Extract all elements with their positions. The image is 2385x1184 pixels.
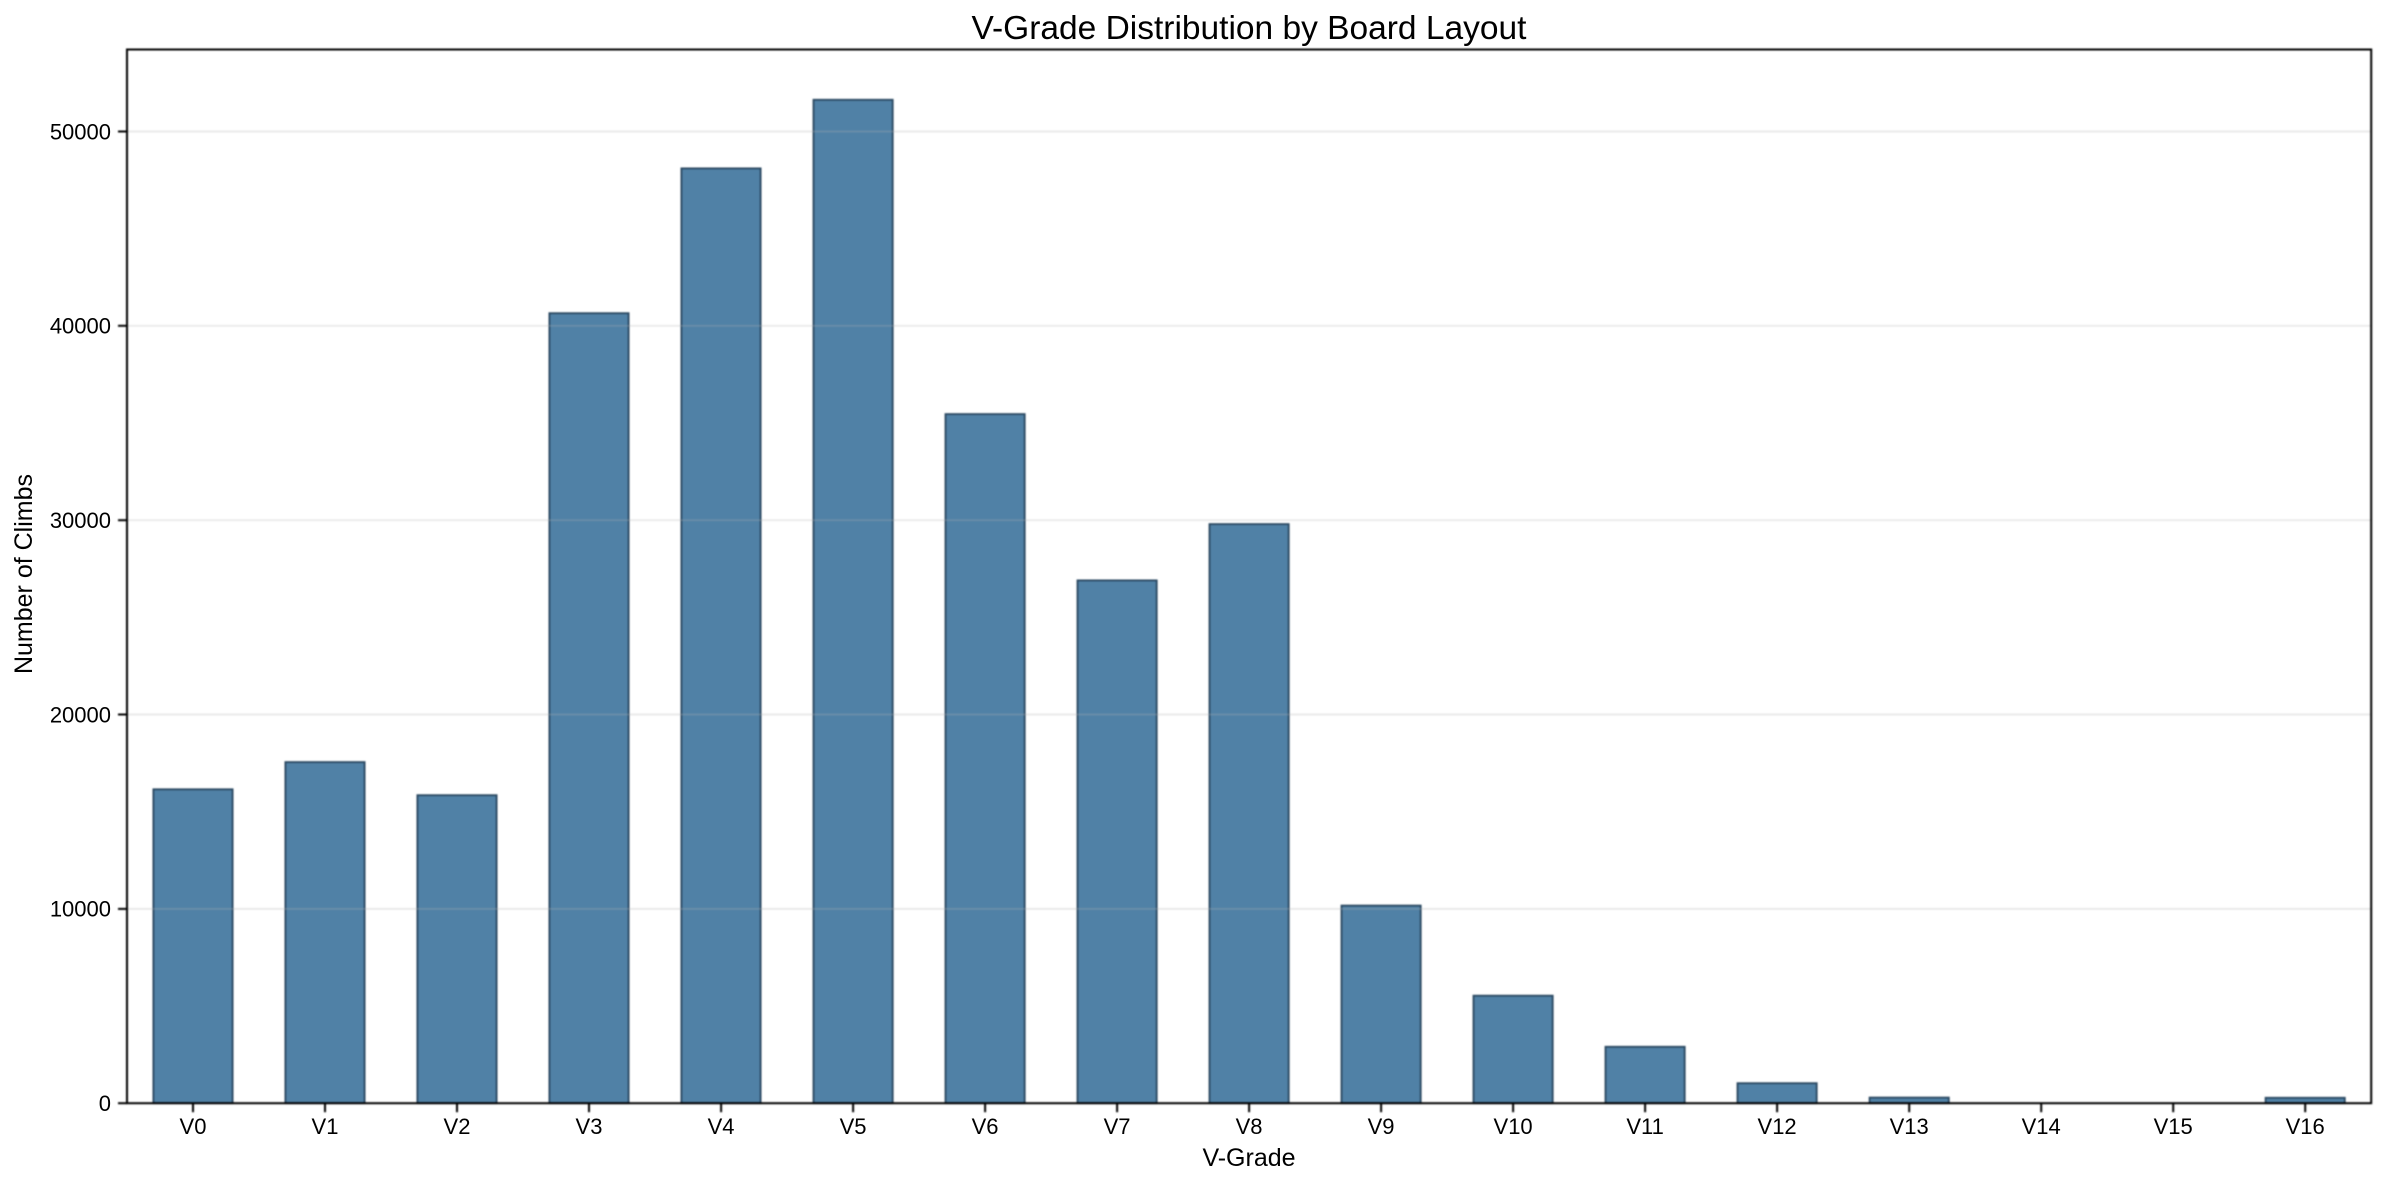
svg-text:V10: V10 bbox=[1494, 1114, 1533, 1139]
svg-text:50000: 50000 bbox=[50, 119, 111, 144]
svg-text:V15: V15 bbox=[2154, 1114, 2193, 1139]
svg-text:V8: V8 bbox=[1236, 1114, 1263, 1139]
svg-text:V6: V6 bbox=[972, 1114, 999, 1139]
svg-text:V16: V16 bbox=[2286, 1114, 2325, 1139]
svg-text:V-Grade Distribution by Board: V-Grade Distribution by Board Layout bbox=[972, 10, 1528, 47]
svg-text:V13: V13 bbox=[1890, 1114, 1929, 1139]
svg-text:Number of Climbs: Number of Climbs bbox=[10, 474, 38, 674]
svg-text:20000: 20000 bbox=[50, 702, 111, 727]
svg-text:40000: 40000 bbox=[50, 314, 111, 339]
svg-text:V4: V4 bbox=[708, 1114, 735, 1139]
svg-text:V3: V3 bbox=[576, 1114, 603, 1139]
svg-text:V1: V1 bbox=[312, 1114, 339, 1139]
svg-text:10000: 10000 bbox=[50, 897, 111, 922]
svg-text:V7: V7 bbox=[1104, 1114, 1131, 1139]
svg-text:30000: 30000 bbox=[50, 508, 111, 533]
svg-text:0: 0 bbox=[99, 1091, 111, 1116]
svg-text:V12: V12 bbox=[1758, 1114, 1797, 1139]
svg-text:V5: V5 bbox=[840, 1114, 867, 1139]
svg-text:V11: V11 bbox=[1626, 1114, 1664, 1139]
svg-text:V9: V9 bbox=[1368, 1114, 1395, 1139]
svg-text:V2: V2 bbox=[444, 1114, 471, 1139]
svg-text:V14: V14 bbox=[2022, 1114, 2061, 1139]
svg-text:V0: V0 bbox=[180, 1114, 207, 1139]
svg-text:V-Grade: V-Grade bbox=[1202, 1144, 1295, 1172]
